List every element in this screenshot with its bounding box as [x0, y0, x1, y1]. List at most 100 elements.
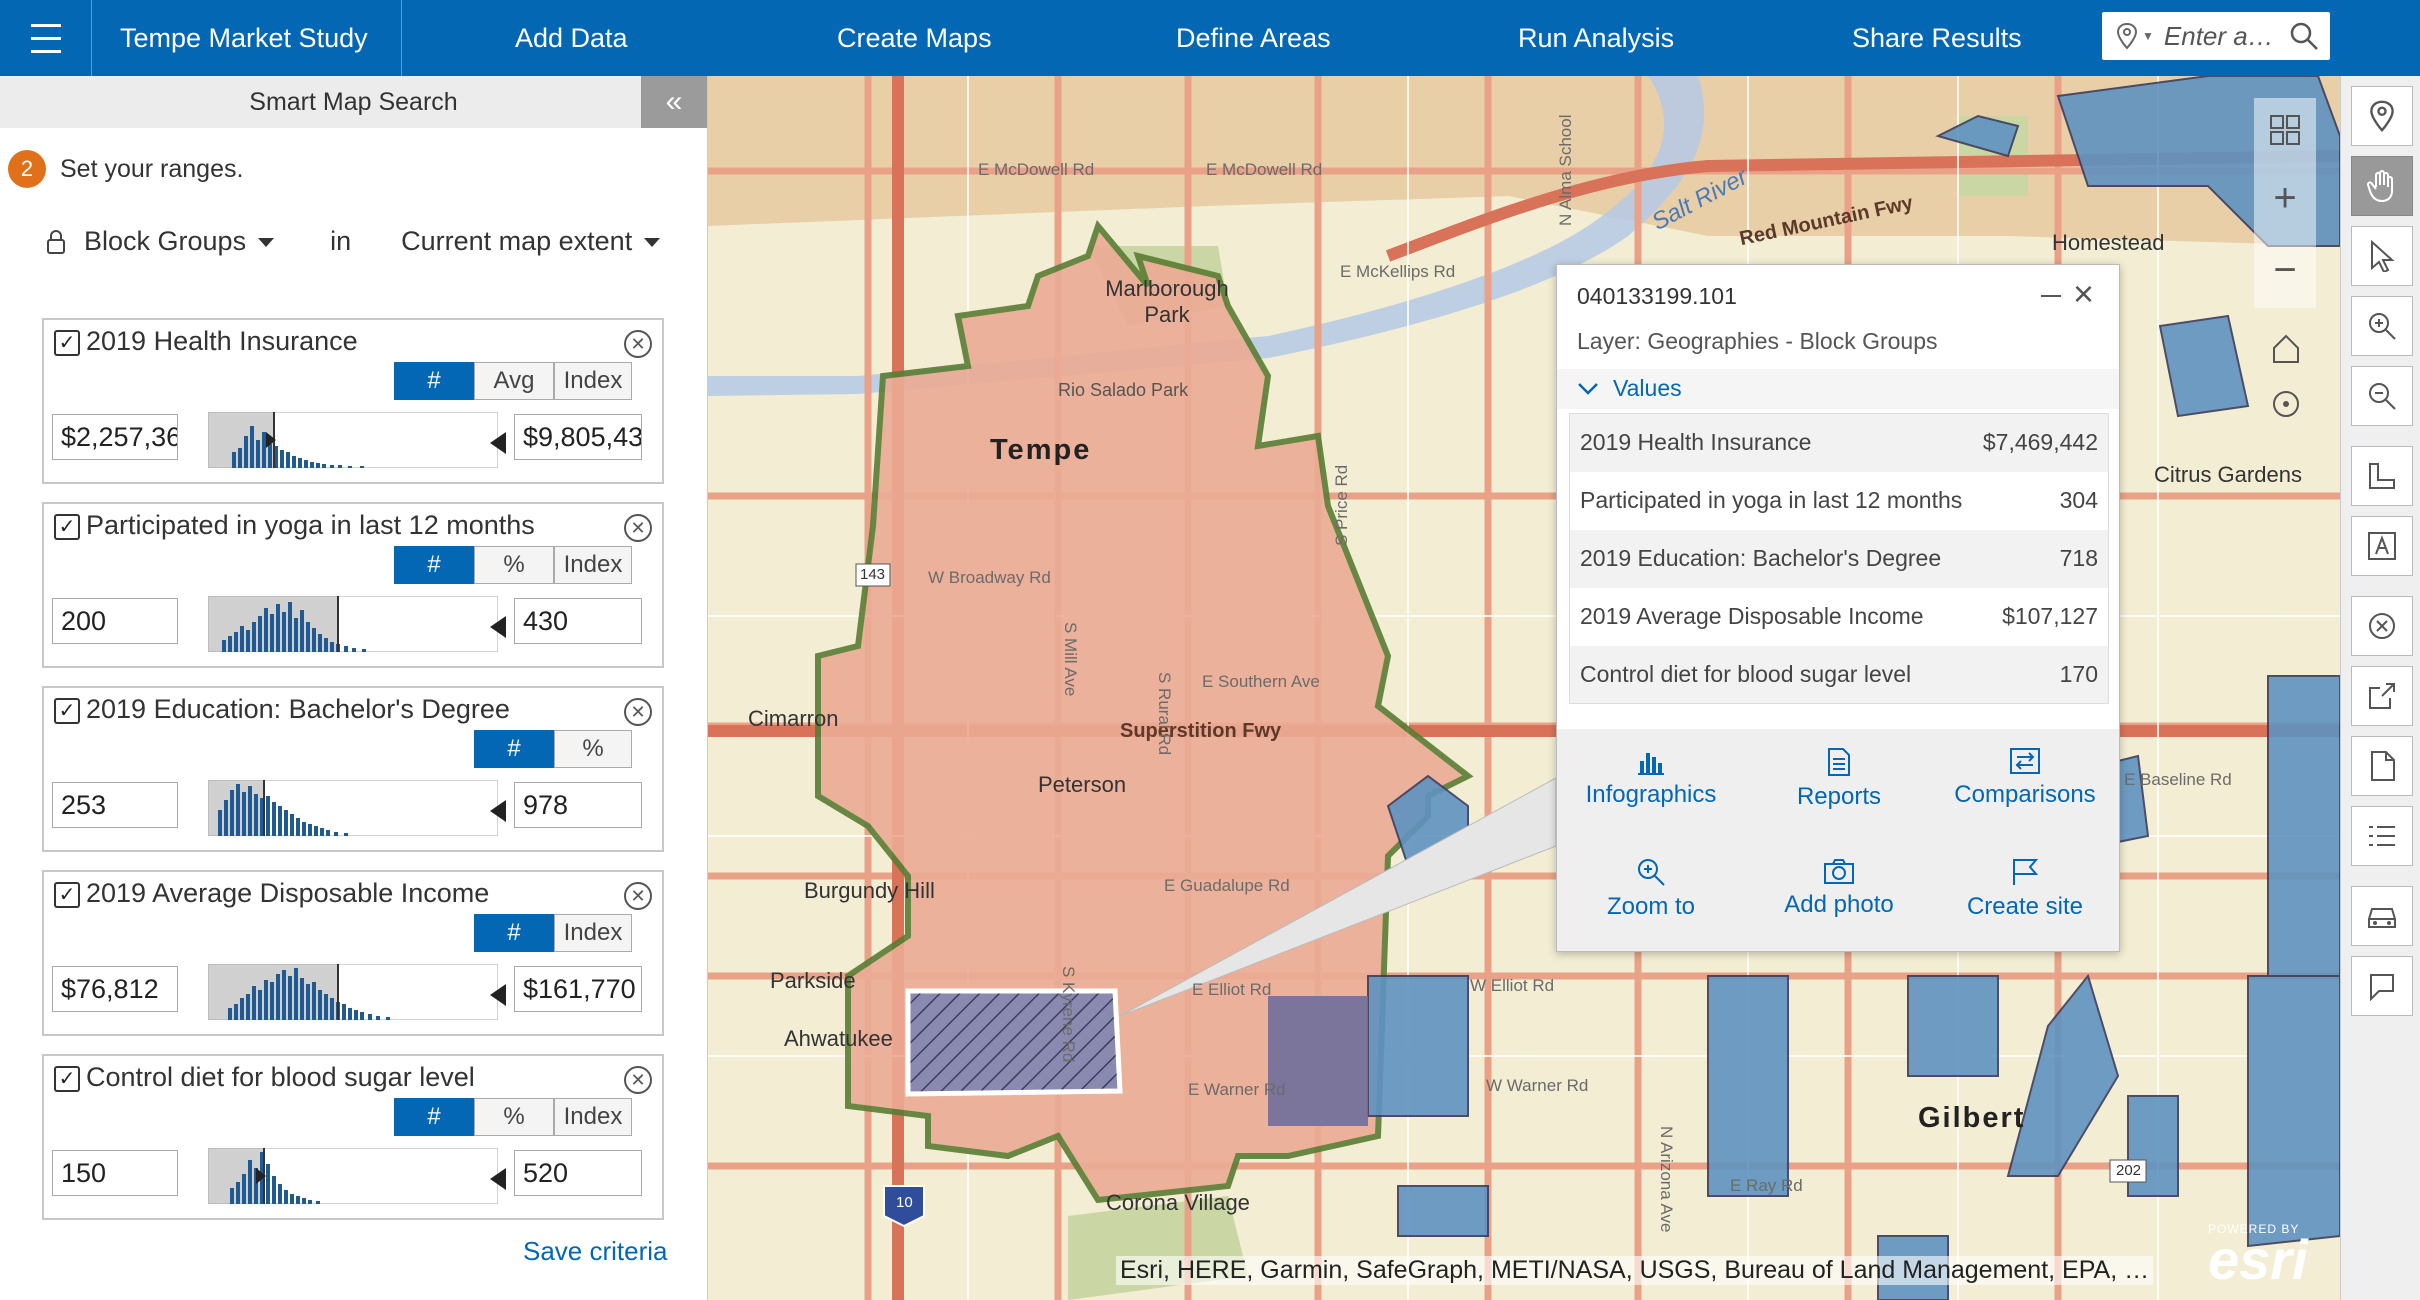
- pan-hand-icon[interactable]: [2351, 156, 2413, 216]
- clear-circle-icon[interactable]: [2351, 596, 2413, 656]
- zoom-out-button[interactable]: −: [2273, 247, 2297, 292]
- mode-index-button[interactable]: Index: [554, 546, 632, 584]
- histogram-slider[interactable]: [208, 412, 498, 468]
- variable-title: 2019 Education: Bachelor's Degree: [86, 694, 510, 724]
- table-row: Participated in yoga in last 12 months 30…: [1570, 472, 2109, 530]
- annotate-text-icon[interactable]: [2351, 516, 2413, 576]
- map-label-burgundy-hill: Burgundy Hill: [804, 878, 935, 903]
- remove-variable-icon[interactable]: ✕: [624, 514, 652, 542]
- basemap[interactable]: [708, 76, 2340, 1300]
- histogram-slider[interactable]: [208, 1148, 498, 1204]
- panel-title: Smart Map Search: [249, 87, 458, 116]
- popup-layer: Layer: Geographies - Block Groups: [1577, 328, 1938, 354]
- histogram-slider[interactable]: [208, 596, 498, 652]
- feature-popup: 040133199.101 × Layer: Geographies - Blo…: [1556, 264, 2120, 952]
- zoom-out-tool-icon[interactable]: [2351, 366, 2413, 426]
- max-slider-handle[interactable]: [490, 800, 506, 822]
- search-input[interactable]: Enter a…: [2163, 20, 2274, 51]
- nav-add-data[interactable]: Add Data: [515, 22, 628, 53]
- remove-variable-icon[interactable]: ✕: [624, 882, 652, 910]
- locate-me-icon[interactable]: [2264, 382, 2308, 426]
- reports-action[interactable]: Reports: [1745, 747, 1933, 811]
- drive-time-car-icon[interactable]: [2351, 886, 2413, 946]
- select-arrow-icon[interactable]: [2351, 226, 2413, 286]
- mode-count-button[interactable]: #: [394, 1098, 474, 1136]
- create-site-action[interactable]: Create site: [1931, 857, 2119, 921]
- mode-percent-button[interactable]: %: [554, 730, 632, 768]
- remove-variable-icon[interactable]: ✕: [624, 1066, 652, 1094]
- mode-percent-button[interactable]: %: [474, 1098, 554, 1136]
- infographics-action[interactable]: Infographics: [1557, 747, 1745, 809]
- mode-index-button[interactable]: Index: [554, 362, 632, 400]
- variable-checkbox[interactable]: ✓: [54, 882, 80, 908]
- extent-dropdown[interactable]: Current map extent: [401, 226, 661, 257]
- max-value-input[interactable]: 430: [514, 598, 642, 644]
- max-slider-handle[interactable]: [490, 616, 506, 638]
- nav-create-maps[interactable]: Create Maps: [837, 22, 992, 53]
- action-label: Create site: [1966, 893, 2084, 920]
- mode-avg-button[interactable]: Avg: [474, 362, 554, 400]
- project-title[interactable]: Tempe Market Study: [92, 0, 402, 76]
- comparisons-action[interactable]: Comparisons: [1931, 747, 2119, 809]
- max-value-input[interactable]: $161,770: [514, 966, 642, 1012]
- max-slider-handle[interactable]: [490, 984, 506, 1006]
- dropdown-caret-icon[interactable]: ▼: [2142, 29, 2154, 43]
- nav-share-results[interactable]: Share Results: [1852, 22, 2022, 53]
- histogram-slider[interactable]: [208, 964, 498, 1020]
- variable-checkbox[interactable]: ✓: [54, 330, 80, 356]
- menu-icon[interactable]: [0, 0, 92, 76]
- zoom-in-tool-icon[interactable]: [2351, 296, 2413, 356]
- legend-list-icon[interactable]: [2351, 806, 2413, 866]
- geography-dropdown[interactable]: Block Groups: [84, 226, 275, 257]
- mode-index-button[interactable]: Index: [554, 914, 632, 952]
- mode-index-button[interactable]: Index: [554, 1098, 632, 1136]
- min-value-input[interactable]: 253: [52, 782, 178, 828]
- zoom-in-button[interactable]: +: [2273, 175, 2297, 220]
- mode-count-button[interactable]: #: [394, 546, 474, 584]
- mode-count-button[interactable]: #: [474, 730, 554, 768]
- values-toggle[interactable]: Values: [1577, 375, 1682, 402]
- home-extent-icon[interactable]: [2264, 326, 2308, 370]
- min-value-input[interactable]: $76,812: [52, 966, 178, 1012]
- max-value-input[interactable]: $9,805,43: [514, 414, 642, 460]
- max-value-input[interactable]: 520: [514, 1150, 642, 1196]
- save-criteria-link[interactable]: Save criteria: [523, 1236, 668, 1266]
- variable-checkbox[interactable]: ✓: [54, 698, 80, 724]
- basemap-gallery-icon[interactable]: [2254, 98, 2316, 162]
- mode-count-button[interactable]: #: [474, 914, 554, 952]
- extent-value: Current map extent: [401, 226, 633, 256]
- comment-flag-icon[interactable]: [2351, 956, 2413, 1016]
- location-pin-icon[interactable]: [2116, 22, 2138, 50]
- action-label: Zoom to: [1606, 893, 1696, 920]
- measure-icon[interactable]: [2351, 446, 2413, 506]
- max-slider-handle[interactable]: [490, 1168, 506, 1190]
- close-icon[interactable]: ×: [2073, 273, 2095, 314]
- mode-percent-button[interactable]: %: [474, 546, 554, 584]
- geography-value: Block Groups: [84, 226, 247, 256]
- min-value-input[interactable]: 200: [52, 598, 178, 644]
- map-label-broadway: W Broadway Rd: [928, 568, 1051, 587]
- search-icon[interactable]: [2288, 20, 2320, 52]
- location-search[interactable]: ▼ Enter a…: [2102, 12, 2330, 60]
- remove-variable-icon[interactable]: ✕: [624, 330, 652, 358]
- lock-icon[interactable]: [46, 229, 66, 255]
- minimize-icon[interactable]: [2041, 295, 2061, 297]
- variable-checkbox[interactable]: ✓: [54, 514, 80, 540]
- min-value-input[interactable]: 150: [52, 1150, 178, 1196]
- export-icon[interactable]: [2351, 666, 2413, 726]
- pdf-document-icon[interactable]: [2351, 736, 2413, 796]
- add-photo-action[interactable]: Add photo: [1745, 857, 1933, 919]
- nav-define-areas[interactable]: Define Areas: [1176, 22, 1331, 53]
- histogram-slider[interactable]: [208, 780, 498, 836]
- max-slider-handle[interactable]: [490, 432, 506, 454]
- collapse-panel-button[interactable]: «: [641, 76, 707, 128]
- values-table: 2019 Health Insurance $7,469,442 Particip…: [1569, 413, 2109, 704]
- remove-variable-icon[interactable]: ✕: [624, 698, 652, 726]
- mode-count-button[interactable]: #: [394, 362, 474, 400]
- min-value-input[interactable]: $2,257,36: [52, 414, 178, 460]
- nav-run-analysis[interactable]: Run Analysis: [1518, 22, 1675, 53]
- variable-checkbox[interactable]: ✓: [54, 1066, 80, 1092]
- location-pin-tool-icon[interactable]: [2351, 86, 2413, 146]
- zoom-to-action[interactable]: Zoom to: [1557, 857, 1745, 921]
- max-value-input[interactable]: 978: [514, 782, 642, 828]
